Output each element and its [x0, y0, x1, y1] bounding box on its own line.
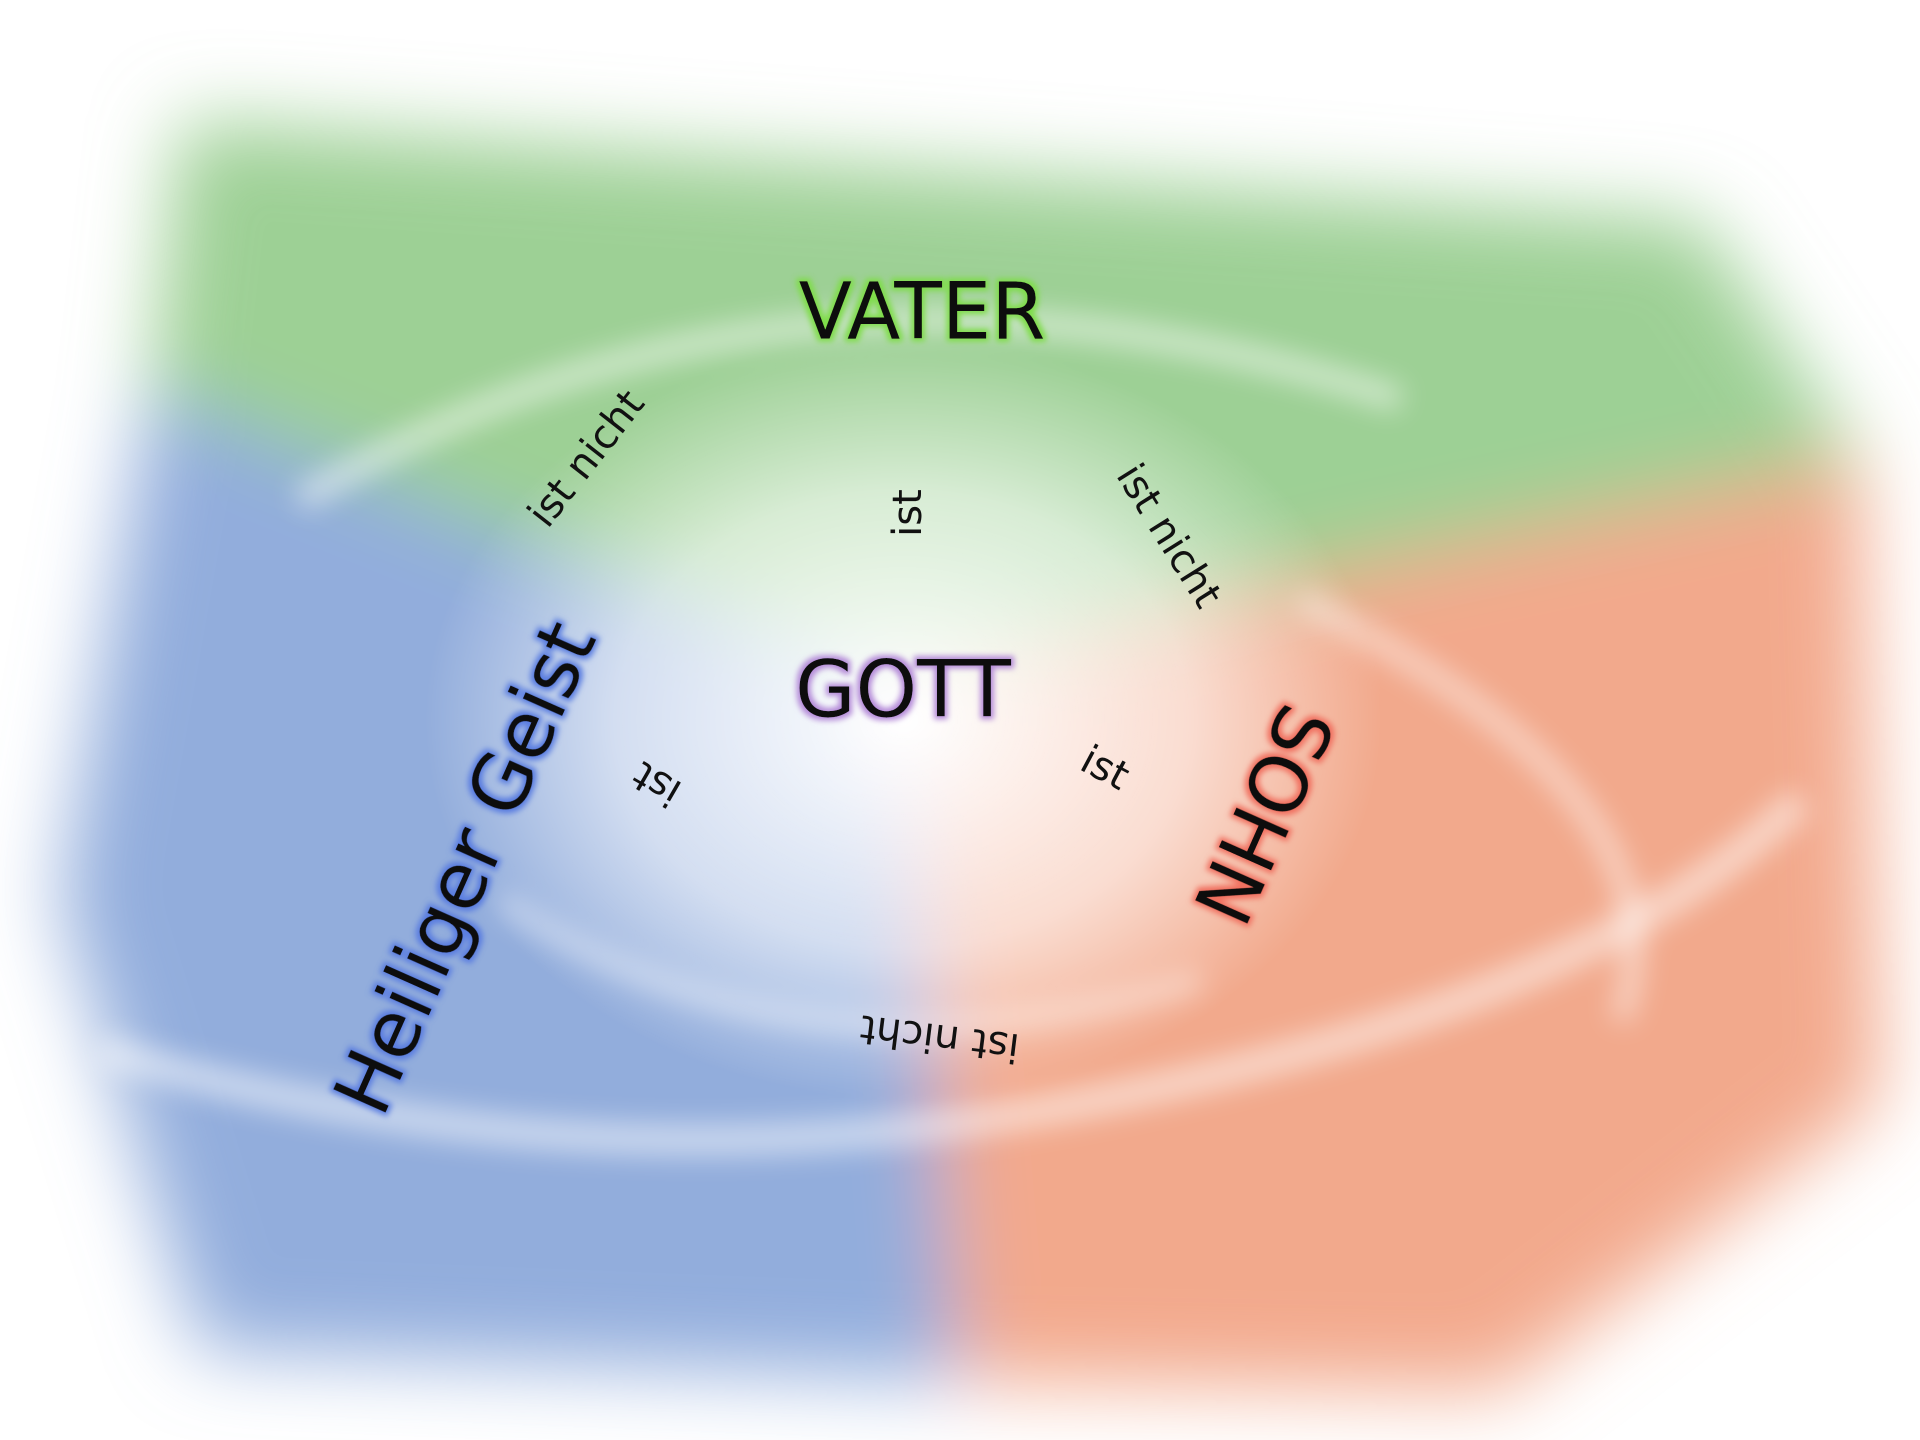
edge-label: ist	[885, 489, 931, 537]
node-label: GOTT	[795, 645, 1011, 735]
diagram: VATER GOTT SOHN Heiliger Geist ist nicht…	[0, 0, 1920, 1440]
node-label: VATER	[799, 267, 1046, 357]
